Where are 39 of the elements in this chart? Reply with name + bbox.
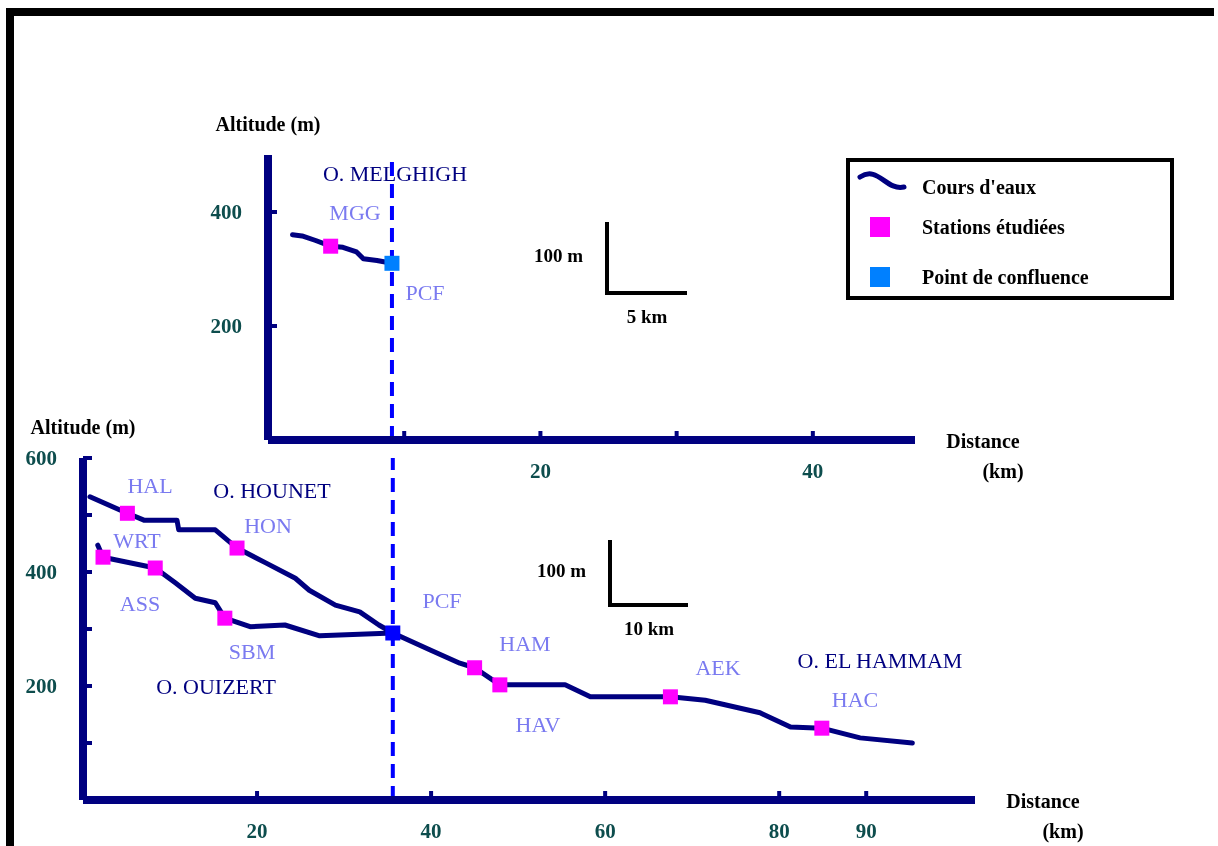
x-axis-title: Distance (km) (946, 430, 1024, 483)
annotation: HAL (127, 473, 173, 498)
x-tick-label: 80 (768, 819, 790, 843)
y-tick-label: 600 (25, 446, 57, 470)
annotation: O. OUIZERT (156, 674, 277, 699)
annotation: MGG (329, 200, 381, 225)
annotation: ASS (119, 591, 161, 616)
annotation: 5 km (626, 306, 668, 327)
x-tick-label: 60 (594, 819, 616, 843)
y-axis-title: Altitude (m) (30, 416, 136, 439)
y-tick-label: 200 (210, 314, 242, 338)
annotation: 10 km (623, 618, 675, 639)
annotation: AEK (695, 655, 741, 680)
annotation: SBM (228, 639, 276, 664)
annotation: HAC (831, 687, 879, 712)
annotation: HAV (515, 712, 561, 737)
legend-label: Cours d'eaux (922, 176, 1036, 198)
annotation: O. EL HAMMAM (797, 648, 963, 673)
x-tick-label: 90 (855, 819, 877, 843)
annotation: O. HOUNET (213, 478, 332, 503)
annotation: O. MELGHIGH (322, 161, 468, 186)
annotation: HON (244, 513, 292, 538)
x-tick-label: 40 (420, 819, 442, 843)
annotation: HAM (499, 631, 551, 656)
y-tick-label: 400 (210, 200, 242, 224)
y-tick-label: 200 (25, 674, 57, 698)
annotation: PCF (405, 280, 445, 305)
legend-label: Stations étudiées (922, 216, 1065, 238)
y-axis-title: Altitude (m) (215, 113, 321, 136)
x-tick-label: 20 (246, 819, 268, 843)
annotation: 100 m (536, 559, 587, 581)
x-axis-title: Distance (km) (1006, 790, 1084, 843)
annotation: 100 m (533, 244, 584, 266)
annotation: PCF (422, 588, 462, 613)
x-tick-label: 40 (802, 459, 824, 483)
x-tick-label: 20 (529, 459, 551, 483)
legend-label: Point de confluence (922, 266, 1089, 288)
annotation: WRT (113, 528, 162, 553)
y-tick-label: 400 (25, 560, 57, 584)
